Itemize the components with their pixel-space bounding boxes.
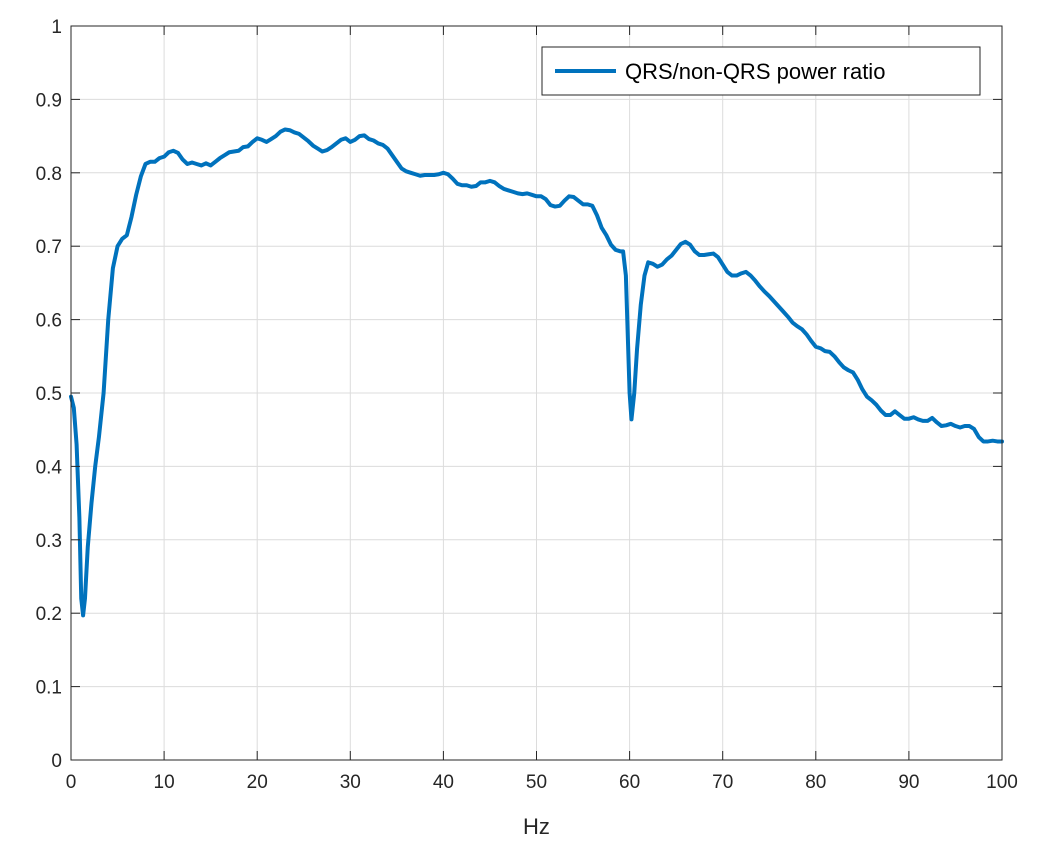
x-tick-label: 20: [247, 772, 268, 793]
x-tick-label: 10: [154, 772, 175, 793]
x-tick-label: 40: [433, 772, 454, 793]
x-axis-ticks: 0 10 20 30 40 50 60 70 80 90 100: [66, 26, 1018, 793]
x-tick-label: 100: [986, 772, 1018, 793]
legend: QRS/non-QRS power ratio: [541, 46, 981, 96]
y-tick-label: 0.6: [36, 311, 62, 332]
y-tick-label: 0.8: [36, 164, 62, 185]
x-tick-label: 30: [340, 772, 361, 793]
y-tick-label: 0.4: [36, 457, 63, 478]
y-axis-ticks: 0 0.1 0.2 0.3 0.4 0.5 0.6 0.7 0.8 0.9 1: [36, 17, 1002, 772]
x-tick-label: 0: [66, 772, 77, 793]
x-tick-label: 90: [898, 772, 919, 793]
y-tick-label: 0.3: [36, 531, 62, 552]
series-line: [69, 127, 1004, 618]
x-axis-label: Hz: [523, 814, 550, 839]
y-tick-label: 0.1: [36, 678, 62, 699]
y-tick-label: 0.5: [36, 384, 62, 405]
series-layer: [69, 127, 1004, 618]
x-tick-label: 80: [805, 772, 826, 793]
y-tick-label: 0.7: [36, 237, 62, 258]
y-tick-label: 0.2: [36, 604, 62, 625]
y-tick-label: 1: [51, 17, 62, 38]
y-tick-label: 0.9: [36, 90, 62, 111]
y-tick-label: 0: [51, 751, 62, 772]
x-tick-label: 70: [712, 772, 733, 793]
x-tick-label: 60: [619, 772, 640, 793]
legend-label: QRS/non-QRS power ratio: [625, 59, 885, 84]
x-tick-label: 50: [526, 772, 547, 793]
